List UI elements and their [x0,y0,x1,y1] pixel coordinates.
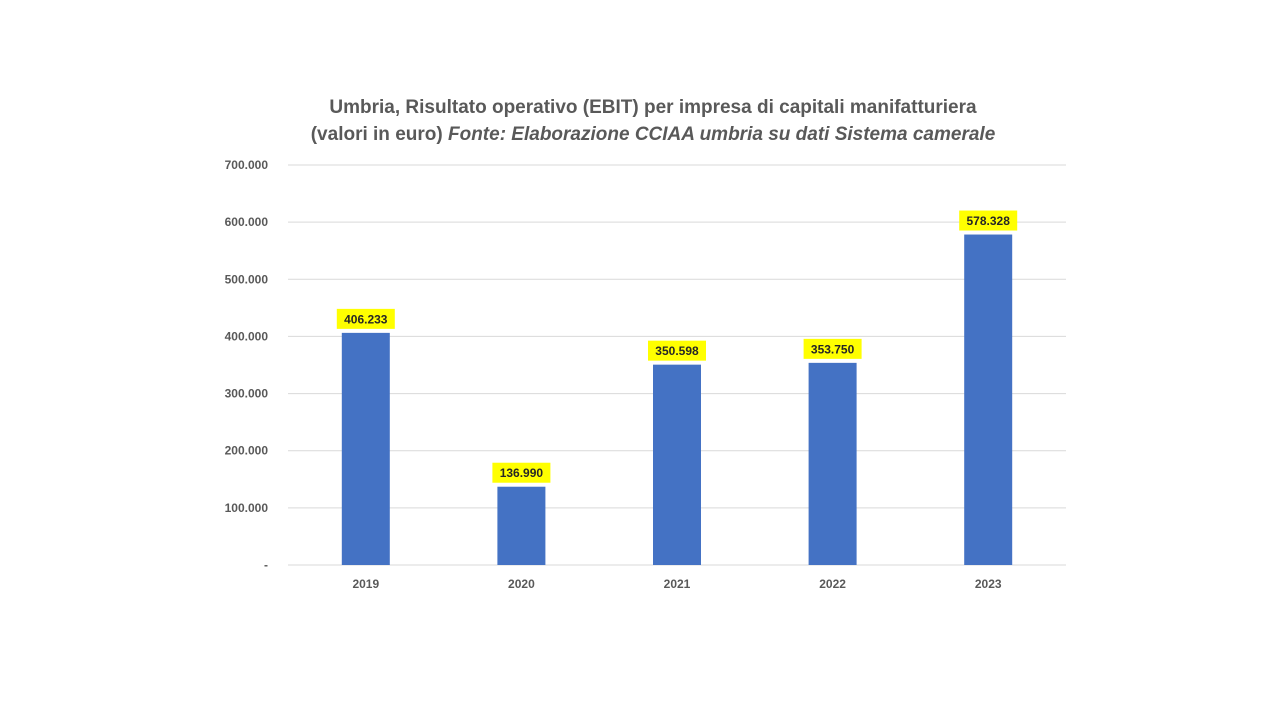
x-tick-label: 2021 [664,577,691,591]
y-tick-label: 500.000 [225,272,269,286]
y-tick-label: 100.000 [225,501,269,515]
y-tick-label: 400.000 [225,329,269,343]
y-tick-label: 300.000 [225,387,269,401]
x-tick-label: 2022 [819,577,846,591]
x-axis-tick-labels: 2019 2020 2021 2022 2023 [352,577,1001,591]
bar-2021 [653,364,701,565]
data-label-2021: 350.598 [648,340,706,361]
bar-2023 [964,234,1013,565]
bar-2020 [497,486,546,565]
x-tick-label: 2019 [352,577,379,591]
data-label-2023: 578.328 [959,210,1018,231]
chart-subtitle-source: Fonte: Elaborazione CCIAA umbria su dati… [447,124,996,145]
data-labels: 406.233 136.990 350.598 353.750 578.328 [336,210,1018,483]
chart-title-line1: Umbria, Risultato operativo (EBIT) per i… [329,97,977,118]
x-tick-label: 2023 [975,577,1002,591]
data-label-2020: 136.990 [492,462,551,483]
data-label-highlight [336,308,395,329]
y-tick-label: 200.000 [225,444,269,458]
bar-2019 [341,332,390,565]
data-label-highlight [803,338,862,359]
data-label-2019: 406.233 [336,308,395,329]
data-label-highlight [959,210,1018,231]
data-label-text: 406.233 [344,312,388,326]
data-label-text: 136.990 [500,466,544,480]
y-tick-label: - [264,558,268,572]
x-tick-label: 2020 [508,577,535,591]
data-label-highlight [648,340,706,361]
chart-subtitle-plain: (valori in euro) [310,124,443,145]
y-tick-label: 700.000 [225,158,269,172]
chart-title: Umbria, Risultato operativo (EBIT) per i… [0,97,1280,119]
data-label-highlight [492,462,551,483]
bars [341,234,1013,565]
bar-2022 [808,362,857,565]
chart-subtitle: (valori in euro) Fonte: Elaborazione CCI… [0,124,1280,146]
data-label-text: 353.750 [811,342,855,356]
y-axis-tick-labels: - 100.000 200.000 300.000 400.000 500.000 600.… [225,158,269,572]
data-label-text: 350.598 [655,344,699,358]
data-label-text: 578.328 [967,214,1011,228]
data-label-2022: 353.750 [803,338,862,359]
y-tick-label: 600.000 [225,215,269,229]
